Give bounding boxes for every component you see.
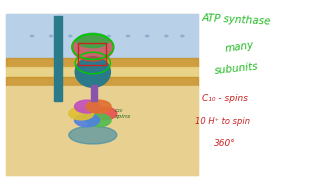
Ellipse shape: [75, 57, 110, 87]
Ellipse shape: [107, 35, 110, 37]
Ellipse shape: [165, 35, 168, 37]
Ellipse shape: [75, 114, 100, 127]
Bar: [91, 85, 97, 101]
Bar: [6, 58, 198, 67]
Text: ATP synthase: ATP synthase: [202, 13, 271, 26]
Ellipse shape: [146, 35, 149, 37]
Bar: [78, 43, 106, 65]
Ellipse shape: [92, 107, 117, 120]
Text: subunits: subunits: [214, 61, 260, 76]
Ellipse shape: [30, 35, 34, 37]
Text: c₁₀
spins: c₁₀ spins: [115, 108, 132, 119]
Bar: [6, 14, 198, 175]
Bar: [6, 14, 198, 58]
Text: 10 H⁺ to spin: 10 H⁺ to spin: [195, 117, 250, 126]
Ellipse shape: [72, 34, 114, 61]
Ellipse shape: [69, 126, 117, 144]
Ellipse shape: [86, 100, 111, 113]
Ellipse shape: [69, 35, 72, 37]
Text: C₁₀ - spins: C₁₀ - spins: [202, 94, 248, 103]
Bar: [6, 67, 198, 77]
Bar: [54, 16, 62, 101]
Bar: [6, 86, 198, 175]
Text: 360°: 360°: [214, 139, 236, 148]
Text: many: many: [224, 40, 254, 54]
Ellipse shape: [126, 35, 130, 37]
Bar: [6, 77, 198, 86]
Ellipse shape: [77, 33, 109, 48]
Ellipse shape: [181, 35, 184, 37]
Ellipse shape: [86, 114, 111, 127]
Ellipse shape: [50, 35, 53, 37]
Ellipse shape: [75, 100, 100, 113]
Ellipse shape: [69, 107, 94, 120]
